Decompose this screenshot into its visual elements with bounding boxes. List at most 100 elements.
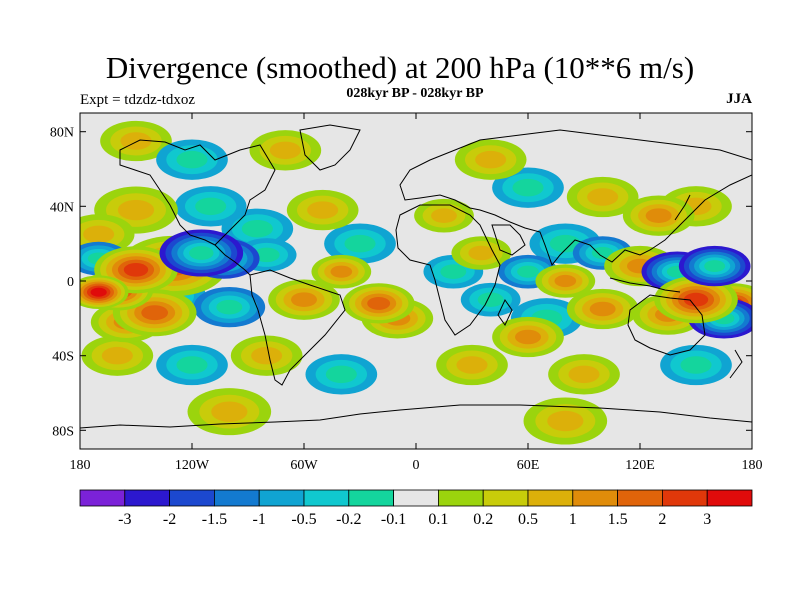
contour-region [90, 287, 107, 297]
colorbar-swatch [79, 489, 126, 507]
contour-region [587, 188, 619, 206]
colorbar-label: -3 [118, 511, 131, 528]
coastline-south-america [249, 269, 346, 386]
contour-region [211, 401, 248, 422]
contour-region [176, 150, 208, 169]
contour-region [517, 265, 539, 278]
time-period-label: 028kyr BP - 028kyr BP [346, 86, 484, 101]
colorbar-label: 0.1 [428, 511, 448, 528]
coastline-madagascar [497, 299, 513, 326]
coastlines [80, 124, 752, 429]
coastline-australia [627, 294, 706, 356]
contour-region [468, 245, 495, 261]
colorbar-swatch [527, 489, 574, 507]
contour-region [704, 260, 726, 272]
contour-region [344, 234, 376, 253]
contour-region [253, 247, 280, 263]
plot-title: Divergence (smoothed) at 200 hPa (10**6 … [105, 50, 695, 85]
coastline-new-zealand [729, 349, 743, 379]
colorbar-swatch [213, 489, 260, 507]
lat-label: 80N [50, 126, 74, 141]
contour-region [477, 292, 504, 307]
longitude-ticks [79, 113, 753, 449]
latitude-ticks [80, 131, 752, 431]
contour-region [330, 265, 353, 278]
colorbar-label: -1.5 [202, 511, 227, 528]
colorbar-label: -1 [253, 511, 266, 528]
colorbar-label: 0.5 [518, 511, 538, 528]
coastline-africa [395, 204, 501, 336]
coastline-central-america [214, 244, 251, 276]
lon-label: 120E [625, 458, 655, 473]
contour-region [554, 274, 577, 288]
colorbar-label: 0.2 [473, 511, 493, 528]
coastline-eurasia [399, 129, 752, 267]
contour-region [549, 234, 581, 253]
contour-region [591, 246, 614, 260]
colorbar-label: -2 [163, 511, 176, 528]
contour-region [291, 292, 317, 307]
colorbar-swatch [393, 489, 439, 507]
contour-region [117, 199, 155, 221]
contour-region [547, 410, 584, 432]
contour-region [512, 178, 544, 197]
contour-region [515, 329, 541, 345]
contour-field [80, 113, 752, 449]
colorbar-swatch [124, 489, 171, 507]
lon-label: 60W [290, 458, 318, 473]
colorbar-label: -0.5 [291, 511, 316, 528]
lon-label: 120W [175, 458, 210, 473]
colorbar-swatch [662, 489, 708, 507]
colorbar [79, 489, 753, 507]
lat-label: 40S [52, 350, 74, 365]
colorbar-label: 1 [569, 511, 577, 528]
colorbar-label: -0.2 [336, 511, 361, 528]
colorbar-label: 3 [703, 511, 711, 528]
lon-label: 180 [742, 458, 763, 473]
colorbar-swatch [169, 489, 215, 507]
colorbar-swatch [348, 489, 394, 507]
contour-region [141, 305, 169, 321]
lat-label: 0 [67, 275, 74, 290]
contour-region [195, 197, 227, 216]
contour-region [589, 301, 616, 317]
colorbar-swatch [258, 489, 305, 507]
season-label: JJA [726, 91, 752, 107]
contour-region [475, 150, 507, 169]
colorbar-swatch [437, 489, 484, 507]
contour-region [683, 292, 709, 307]
colorbar-label: 1.5 [608, 511, 628, 528]
contour-region [307, 201, 339, 219]
colorbar-label: 2 [658, 511, 666, 528]
latitude-labels: 80N 40N 0 40S 80S [50, 126, 74, 440]
contour-region [189, 246, 214, 260]
contour-region [251, 346, 283, 365]
coastline-arabia [491, 224, 526, 256]
field-layer [80, 120, 752, 445]
contour-region [367, 296, 391, 310]
contour-region [83, 225, 115, 244]
contour-region [568, 365, 600, 384]
contour-region [431, 208, 457, 223]
contour-region [456, 356, 488, 374]
colorbar-swatch [572, 489, 618, 507]
coastline-japan [674, 194, 691, 221]
lat-label: 40N [50, 200, 74, 215]
colorbar-labels: -3 -2 -1.5 -1 -0.5 -0.2 -0.1 0.1 0.2 0.5 1 1.5 2 3 [118, 511, 711, 528]
lon-label: 60E [517, 458, 540, 473]
coastline-north-america [119, 139, 276, 246]
coastline-indonesia [609, 277, 681, 293]
contour-region [645, 208, 672, 223]
coastline-antarctica [80, 404, 752, 429]
longitude-labels: 180 120W 60W 0 60E 120E 180 [70, 458, 763, 473]
contour-region [123, 262, 149, 277]
contour-region [325, 365, 357, 384]
contour-region [241, 219, 273, 238]
colorbar-label: -0.1 [381, 511, 406, 528]
contour-region [101, 346, 133, 365]
colorbar-swatch [482, 489, 529, 507]
experiment-label: Expt = tdzdz-tdxoz [80, 92, 196, 108]
lon-label: 180 [70, 458, 91, 473]
contour-region [269, 141, 301, 160]
